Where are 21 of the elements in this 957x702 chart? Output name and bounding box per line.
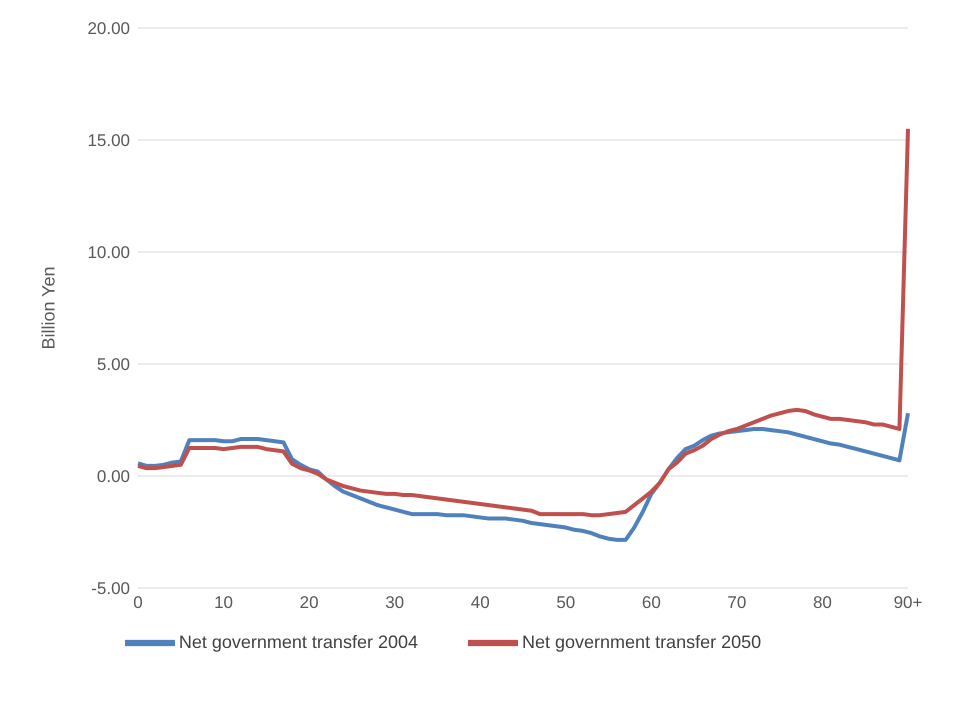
legend-label: Net government transfer 2050 [522, 632, 762, 652]
x-tick-label: 40 [470, 593, 490, 612]
x-tick-label: 80 [812, 593, 832, 612]
y-tick-label: 15.00 [87, 131, 130, 150]
y-tick-label: 5.00 [96, 355, 130, 374]
x-tick-label: 90+ [894, 593, 922, 612]
x-tick-label: 0 [133, 593, 143, 612]
legend-label: Net government transfer 2004 [178, 632, 418, 652]
y-tick-label: -5.00 [91, 579, 130, 598]
line-series [136, 411, 910, 542]
x-tick-label: 30 [385, 593, 404, 612]
y-tick-label: 10.00 [87, 243, 130, 262]
y-axis-title: Billion Yen [38, 266, 58, 350]
x-tick-label: 20 [300, 593, 319, 612]
x-tick-label: 60 [642, 593, 661, 612]
x-tick-label: 70 [727, 593, 746, 612]
line-series [136, 126, 910, 518]
y-tick-label: 0.00 [96, 467, 130, 486]
x-tick-label: 50 [556, 593, 576, 612]
y-tick-label: 20.00 [87, 19, 130, 38]
x-tick-label: 10 [214, 593, 234, 612]
